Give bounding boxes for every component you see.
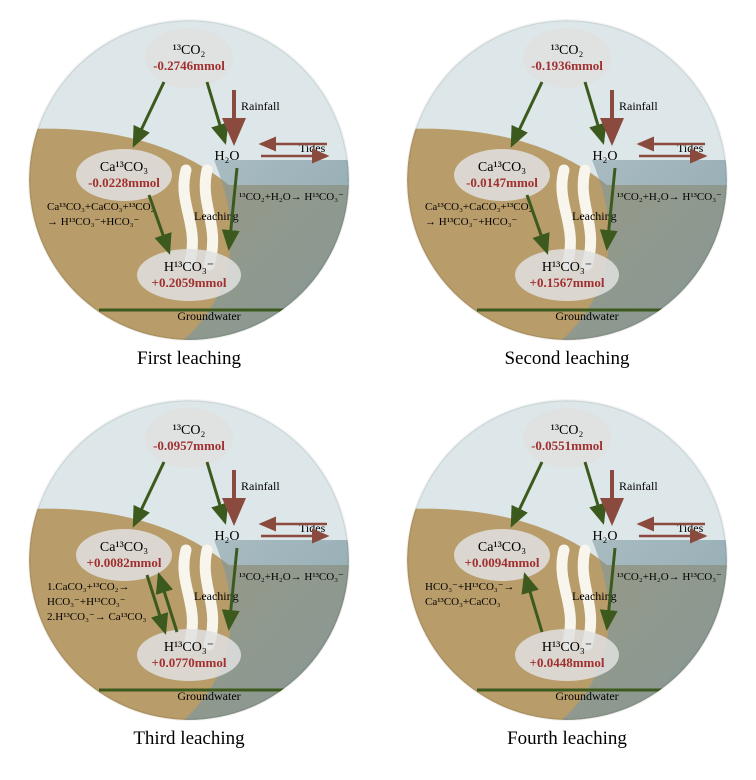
svg-text:HCO₃⁻+H¹³CO₃⁻→: HCO₃⁻+H¹³CO₃⁻→ xyxy=(425,581,515,593)
co2-label: ¹³CO₂ xyxy=(173,43,206,58)
hco3-value: +0.0770mmol xyxy=(152,655,227,670)
panel-caption: Third leaching xyxy=(133,728,244,750)
svg-text:Ca¹³CO₃+CaCO₃: Ca¹³CO₃+CaCO₃ xyxy=(425,596,501,608)
hco3-label: H¹³CO₃⁻ xyxy=(164,260,214,275)
svg-text:Ca¹³CO₃+CaCO₃+¹³CO₂: Ca¹³CO₃+CaCO₃+¹³CO₂ xyxy=(425,201,533,213)
svg-text:→ H¹³CO₃⁻+HCO₃⁻: → H¹³CO₃⁻+HCO₃⁻ xyxy=(47,216,139,228)
co2-value: -0.0957mmol xyxy=(153,438,225,453)
rainfall-label: Rainfall xyxy=(241,479,280,493)
right-equation: ¹³CO₂+H₂O→ H¹³CO₃⁻ xyxy=(239,571,344,583)
right-equation: ¹³CO₂+H₂O→ H¹³CO₃⁻ xyxy=(239,191,344,203)
caco3-value: +0.0094mmol xyxy=(465,555,540,570)
co2-label: ¹³CO₂ xyxy=(551,43,584,58)
caco3-value: -0.0147mmol xyxy=(466,175,538,190)
h2o-label: H₂O xyxy=(214,529,239,544)
svg-text:HCO₃⁻+H¹³CO₃⁻: HCO₃⁻+H¹³CO₃⁻ xyxy=(47,596,126,608)
caco3-value: +0.0082mmol xyxy=(87,555,162,570)
caco3-label: Ca¹³CO₃ xyxy=(478,160,526,175)
hco3-label: H¹³CO₃⁻ xyxy=(542,260,592,275)
leaching-panel: ¹³CO₂ -0.2746mmol Ca¹³CO₃ -0.0228mmol H¹… xyxy=(20,20,358,370)
co2-value: -0.2746mmol xyxy=(153,58,225,73)
leaching-panel: ¹³CO₂ -0.0551mmol Ca¹³CO₃ +0.0094mmol H¹… xyxy=(398,400,736,750)
svg-text:→ H¹³CO₃⁻+HCO₃⁻: → H¹³CO₃⁻+HCO₃⁻ xyxy=(425,216,517,228)
circle-diagram: ¹³CO₂ -0.1936mmol Ca¹³CO₃ -0.0147mmol H¹… xyxy=(407,20,727,340)
svg-text:2.H¹³CO₃⁻→ Ca¹³CO₃: 2.H¹³CO₃⁻→ Ca¹³CO₃ xyxy=(47,611,147,623)
caco3-label: Ca¹³CO₃ xyxy=(100,160,148,175)
rainfall-label: Rainfall xyxy=(619,99,658,113)
circle-diagram: ¹³CO₂ -0.0957mmol Ca¹³CO₃ +0.0082mmol H¹… xyxy=(29,400,349,720)
hco3-label: H¹³CO₃⁻ xyxy=(542,640,592,655)
h2o-label: H₂O xyxy=(214,149,239,164)
co2-label: ¹³CO₂ xyxy=(551,423,584,438)
h2o-label: H₂O xyxy=(592,529,617,544)
caco3-value: -0.0228mmol xyxy=(88,175,160,190)
panel-caption: Second leaching xyxy=(504,348,629,370)
hco3-value: +0.2059mmol xyxy=(152,275,227,290)
svg-text:Ca¹³CO₃+CaCO₃+¹³CO₂: Ca¹³CO₃+CaCO₃+¹³CO₂ xyxy=(47,201,155,213)
right-equation: ¹³CO₂+H₂O→ H¹³CO₃⁻ xyxy=(617,571,722,583)
right-equation: ¹³CO₂+H₂O→ H¹³CO₃⁻ xyxy=(617,191,722,203)
leaching-panel: ¹³CO₂ -0.1936mmol Ca¹³CO₃ -0.0147mmol H¹… xyxy=(398,20,736,370)
panel-caption: First leaching xyxy=(137,348,241,370)
hco3-value: +0.1567mmol xyxy=(530,275,605,290)
hco3-value: +0.0448mmol xyxy=(530,655,605,670)
caco3-label: Ca¹³CO₃ xyxy=(478,540,526,555)
co2-label: ¹³CO₂ xyxy=(173,423,206,438)
rainfall-label: Rainfall xyxy=(241,99,280,113)
co2-value: -0.1936mmol xyxy=(531,58,603,73)
circle-diagram: ¹³CO₂ -0.2746mmol Ca¹³CO₃ -0.0228mmol H¹… xyxy=(29,20,349,340)
co2-value: -0.0551mmol xyxy=(531,438,603,453)
panel-caption: Fourth leaching xyxy=(507,728,627,750)
caco3-label: Ca¹³CO₃ xyxy=(100,540,148,555)
hco3-label: H¹³CO₃⁻ xyxy=(164,640,214,655)
rainfall-label: Rainfall xyxy=(619,479,658,493)
h2o-label: H₂O xyxy=(592,149,617,164)
panel-grid: ¹³CO₂ -0.2746mmol Ca¹³CO₃ -0.0228mmol H¹… xyxy=(20,20,736,750)
svg-text:1.CaCO₃+¹³CO₂→: 1.CaCO₃+¹³CO₂→ xyxy=(47,581,130,593)
circle-diagram: ¹³CO₂ -0.0551mmol Ca¹³CO₃ +0.0094mmol H¹… xyxy=(407,400,727,720)
leaching-panel: ¹³CO₂ -0.0957mmol Ca¹³CO₃ +0.0082mmol H¹… xyxy=(20,400,358,750)
